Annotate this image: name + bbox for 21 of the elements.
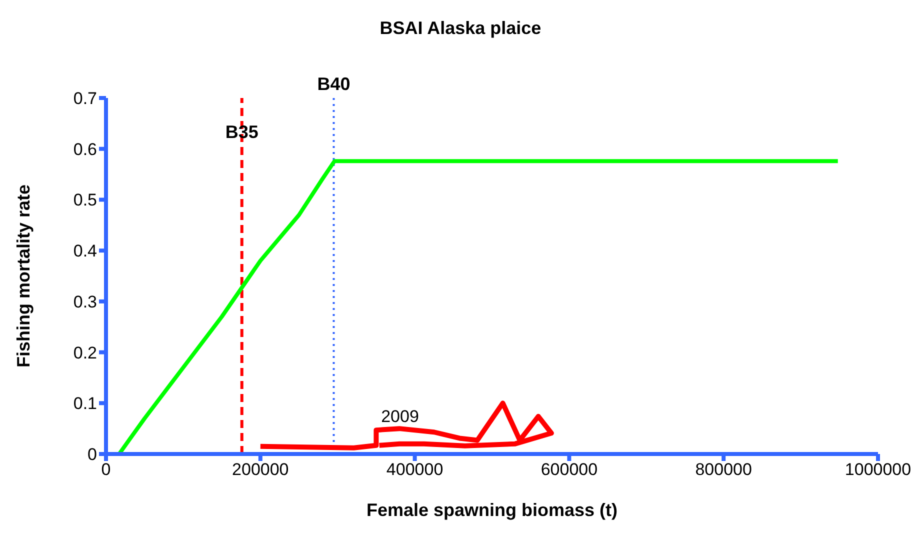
- ref-line-label: B40: [317, 74, 350, 94]
- y-tick-label: 0.1: [73, 394, 97, 414]
- ref-line-label: B35: [225, 122, 258, 142]
- y-tick-label: 0.4: [73, 242, 97, 261]
- annotation: 2009: [381, 407, 419, 426]
- x-tick-label: 600000: [540, 460, 598, 480]
- y-tick-label: 0.6: [73, 140, 97, 159]
- line-series: [117, 159, 840, 454]
- y-tick-label: 0.2: [73, 343, 97, 362]
- y-tick-label: 0.7: [73, 89, 97, 108]
- x-tick-label: 200000: [232, 460, 289, 480]
- x-tick-label: 400000: [386, 460, 444, 480]
- y-axis-title: Fishing mortality rate: [13, 184, 34, 368]
- x-tick-label: 800000: [695, 460, 752, 480]
- x-tick-label: 1000000: [844, 460, 912, 480]
- y-tick-label: 0: [88, 445, 97, 464]
- x-tick-label: 0: [101, 460, 111, 480]
- y-tick-label: 0.3: [73, 292, 97, 312]
- chart-title: BSAI Alaska plaice: [378, 17, 542, 40]
- x-axis-title: Female spawning biomass (t): [366, 500, 618, 520]
- y-tick-label: 0.5: [73, 190, 97, 210]
